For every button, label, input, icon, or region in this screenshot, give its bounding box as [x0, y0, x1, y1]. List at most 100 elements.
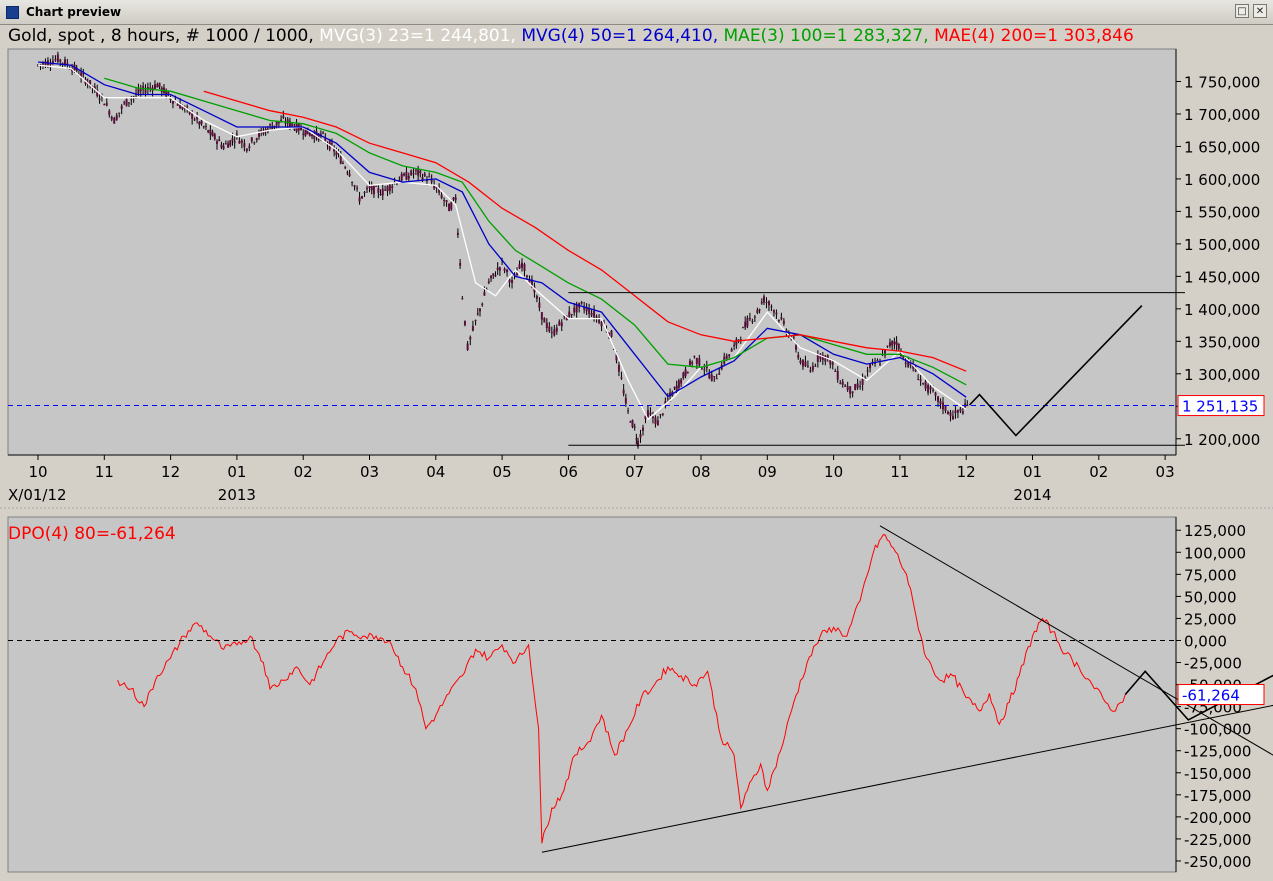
candle-body [695, 358, 698, 364]
candle-body [286, 119, 289, 124]
candle-body [520, 262, 523, 268]
candle-body [56, 54, 59, 62]
candle-body [508, 279, 511, 283]
candle-body [866, 370, 869, 372]
dpo-trendline [541, 704, 1273, 853]
candle-body [156, 84, 159, 88]
price-plot-area[interactable] [7, 48, 1177, 456]
candle-body [573, 307, 576, 313]
mvg4-line [37, 61, 967, 398]
candle-body [888, 342, 891, 346]
candle-body [917, 379, 920, 381]
candle-body [105, 102, 108, 106]
price-y-tick-label: 1 700,000 [1184, 106, 1260, 124]
candle-body [615, 354, 618, 361]
candle-body [688, 360, 691, 365]
candle-body [341, 162, 344, 164]
candle-body [617, 364, 620, 372]
candle-body [809, 370, 812, 372]
candle-body [132, 96, 135, 98]
candle-body [291, 123, 294, 127]
candle-body [299, 127, 302, 131]
candle-body [550, 332, 553, 334]
candle-body [113, 117, 116, 124]
candle-body [575, 304, 578, 313]
candle-body [829, 359, 832, 365]
candle-body [886, 345, 889, 347]
candle-body [348, 173, 351, 177]
candle-body [125, 98, 128, 107]
candle-body [377, 188, 380, 193]
candle-body [824, 355, 827, 362]
candle-body [511, 279, 514, 284]
candle-body [108, 110, 111, 115]
candle-body [330, 143, 333, 145]
x-axis-month-label: 12 [957, 463, 976, 481]
candle-body [481, 303, 484, 305]
candle-body [806, 365, 809, 367]
price-y-tick-label: 1 300,000 [1184, 366, 1260, 384]
candle-body [753, 316, 756, 318]
candle-body [110, 116, 113, 120]
candle-body [528, 279, 531, 283]
candle-body [61, 62, 64, 64]
candle-body [243, 143, 246, 148]
dpo-y-tick-label: -125,000 [1184, 743, 1251, 761]
candle-body [273, 125, 276, 127]
candle-body [149, 87, 152, 89]
candle-body [333, 148, 336, 152]
price-projection-line [968, 305, 1143, 437]
candle-body [664, 401, 667, 405]
panel-splitter[interactable] [0, 504, 1273, 517]
window-titlebar[interactable]: Chart preview □ ✕ [0, 0, 1273, 25]
candle-body [494, 275, 497, 277]
candle-body [934, 392, 937, 396]
candle-body [816, 354, 819, 362]
candle-body [669, 392, 672, 397]
chart-canvas[interactable]: Gold, spot , 8 hours, # 1000 / 1000, MVG… [0, 24, 1273, 881]
candle-body [946, 411, 949, 415]
candle-body [661, 413, 664, 415]
candle-body [523, 264, 526, 272]
candle-body [450, 202, 453, 210]
x-axis-year-label: 2014 [1013, 486, 1051, 504]
candle-body [412, 173, 415, 175]
candle-body [795, 345, 798, 350]
candle-body [644, 415, 647, 420]
candle-body [540, 312, 543, 320]
dpo-plot-area[interactable] [7, 516, 1177, 873]
candle-body [391, 186, 394, 188]
candle-body [59, 59, 62, 62]
candle-body [282, 116, 285, 118]
candle-body [585, 307, 588, 312]
dpo-y-tick-label: -100,000 [1184, 721, 1251, 739]
dpo-y-tick-label: 100,000 [1184, 544, 1246, 562]
x-axis-month-label: 02 [294, 463, 313, 481]
mae4-line [203, 90, 967, 372]
minimize-window-button[interactable]: □ [1235, 4, 1249, 18]
dpo-series-line [117, 534, 1126, 844]
candle-body [179, 103, 182, 109]
candle-body [954, 410, 957, 414]
candle-body [939, 400, 942, 405]
close-window-button[interactable]: ✕ [1253, 4, 1267, 18]
x-axis-month-label: 10 [28, 463, 47, 481]
candle-body [588, 308, 591, 315]
candle-body [741, 327, 744, 329]
candle-body [227, 143, 230, 148]
candle-body [224, 143, 227, 145]
candle-body [548, 326, 551, 332]
candle-body [503, 268, 506, 271]
candle-body [844, 385, 847, 387]
candle-body [456, 232, 459, 236]
candle-body [250, 137, 253, 142]
candle-body [253, 142, 256, 144]
candle-body [649, 412, 652, 415]
candle-body [492, 273, 495, 276]
price-header: Gold, spot , 8 hours, # 1000 / 1000, MVG… [8, 26, 1134, 46]
candle-body [445, 200, 448, 202]
candle-body [756, 310, 759, 313]
candle-body [381, 188, 384, 196]
candle-body [496, 267, 499, 270]
candle-body [54, 59, 57, 61]
